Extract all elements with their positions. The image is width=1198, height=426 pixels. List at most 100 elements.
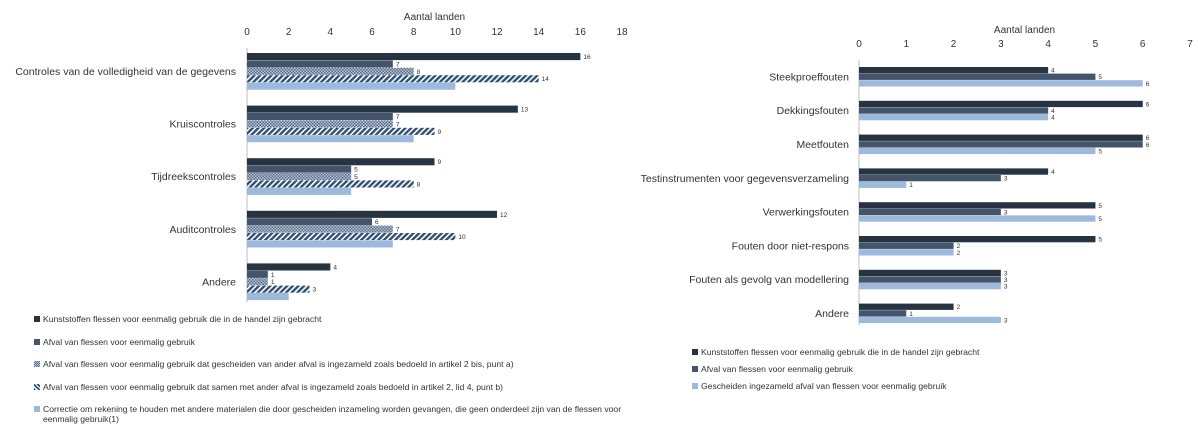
- bar: [247, 293, 289, 301]
- bar: [247, 210, 497, 218]
- legend-swatch: [34, 339, 40, 345]
- data-label: 6: [1146, 101, 1150, 108]
- bar: [859, 316, 1001, 324]
- x-tick-label: 2: [951, 39, 957, 50]
- bar: [859, 208, 1001, 216]
- legend-swatch: [692, 383, 698, 389]
- bar: [247, 158, 435, 166]
- x-tick-label: 5: [1093, 39, 1099, 50]
- bar: [859, 80, 1143, 87]
- data-label: 3: [313, 287, 317, 294]
- bar: [247, 240, 393, 248]
- data-label: 16: [583, 54, 591, 61]
- bar: [859, 276, 1001, 283]
- category-label: Testinstrumenten voor gegevensverzamelin…: [641, 173, 850, 185]
- data-label: 2: [957, 250, 961, 257]
- data-label: 4: [333, 264, 337, 271]
- bar: [859, 168, 1049, 175]
- data-label: 5: [354, 174, 358, 181]
- category-label: Controles van de volledigheid van de geg…: [15, 66, 236, 78]
- category-label: Tijdreekscontroles: [151, 171, 236, 183]
- data-label: 8: [417, 69, 421, 76]
- right-chart: Aantal landen 0 1 2 3 4 5 6 7 Steekproeffouten 4 5 6…: [641, 25, 1193, 326]
- x-tick-label: 1: [904, 39, 910, 50]
- bar: [859, 269, 1001, 277]
- legend-swatch: [34, 384, 40, 390]
- x-tick-label: 6: [1140, 39, 1146, 50]
- legend-item: Gescheiden ingezameld afval van flessen …: [692, 381, 1152, 391]
- data-label: 3: [1004, 284, 1008, 291]
- category-label: Steekproeffouten: [769, 71, 849, 83]
- x-axis-title: Aantal landen: [994, 25, 1055, 36]
- bar: [247, 187, 352, 195]
- x-tick-label: 12: [491, 27, 503, 38]
- bar: [247, 225, 393, 233]
- bar: [247, 218, 372, 226]
- legend-item: Kunststoffen flessen voor eenmalig gebru…: [34, 314, 624, 324]
- x-axis-title: Aantal landen: [404, 12, 465, 23]
- data-label: 4: [1051, 115, 1055, 122]
- bar: [247, 75, 539, 83]
- data-label: 5: [354, 167, 358, 174]
- data-label: 9: [438, 159, 442, 166]
- right-legend: Kunststoffen flessen voor eenmalig gebru…: [692, 0, 1152, 426]
- category-label: Andere: [815, 308, 849, 320]
- bar: [247, 270, 268, 278]
- legend-label: Afval van flessen voor eenmalig gebruik …: [43, 382, 504, 392]
- data-label: 1: [909, 182, 913, 189]
- data-label: 1: [909, 311, 913, 318]
- bar: [247, 278, 268, 286]
- legend-label: Afval van flessen voor eenmalig gebruik …: [43, 359, 514, 369]
- data-label: 7: [396, 227, 400, 234]
- legend-item: Afval van flessen voor eenmalig gebruik …: [34, 359, 624, 369]
- bar: [247, 60, 393, 68]
- bar: [859, 107, 1049, 114]
- legend-label: Afval van flessen voor eenmalig gebruik: [43, 337, 195, 347]
- legend-item: Kunststoffen flessen voor eenmalig gebru…: [692, 347, 1152, 357]
- bar: [247, 67, 414, 75]
- data-label: 14: [542, 76, 550, 83]
- bar: [859, 134, 1143, 141]
- data-label: 4: [1051, 68, 1055, 75]
- legend-swatch: [34, 316, 40, 322]
- data-label: 7: [396, 114, 400, 121]
- data-label: 6: [1146, 135, 1150, 142]
- x-tick-label: 6: [369, 27, 375, 38]
- category-label: Auditcontroles: [169, 224, 236, 236]
- legend-swatch: [692, 366, 698, 372]
- data-label: 1: [271, 279, 275, 286]
- data-label: 2: [957, 304, 961, 311]
- left-legend: Kunststoffen flessen voor eenmalig gebru…: [34, 0, 624, 426]
- legend-swatch: [34, 406, 40, 412]
- bar: [859, 147, 1096, 155]
- category-label: Andere: [202, 276, 236, 288]
- bar: [247, 120, 393, 128]
- data-label: 3: [1004, 270, 1008, 277]
- bar: [859, 249, 954, 256]
- legend-item: Afval van flessen voor eenmalig gebruik: [692, 364, 1152, 374]
- legend-label: Kunststoffen flessen voor eenmalig gebru…: [43, 314, 322, 324]
- bar: [859, 215, 1096, 222]
- data-label: 3: [1004, 209, 1008, 216]
- data-label: 2: [957, 243, 961, 250]
- data-label: 1: [271, 272, 275, 279]
- data-label: 10: [458, 234, 466, 241]
- data-label: 7: [396, 61, 400, 68]
- data-label: 5: [1098, 216, 1102, 223]
- bar: [247, 127, 435, 135]
- bar: [859, 100, 1143, 108]
- bar: [247, 53, 581, 61]
- x-tick-label: 14: [533, 27, 545, 38]
- category-label: Fouten als gevolg van modellering: [689, 274, 849, 286]
- bar: [859, 242, 954, 249]
- bar: [859, 283, 1001, 290]
- category-label: Meetfouten: [796, 139, 849, 151]
- data-label: 8: [417, 181, 421, 188]
- category-label: Dekkingsfouten: [777, 105, 850, 117]
- bar: [247, 180, 414, 188]
- legend-label: Kunststoffen flessen voor eenmalig gebru…: [701, 347, 980, 357]
- bar: [247, 285, 310, 293]
